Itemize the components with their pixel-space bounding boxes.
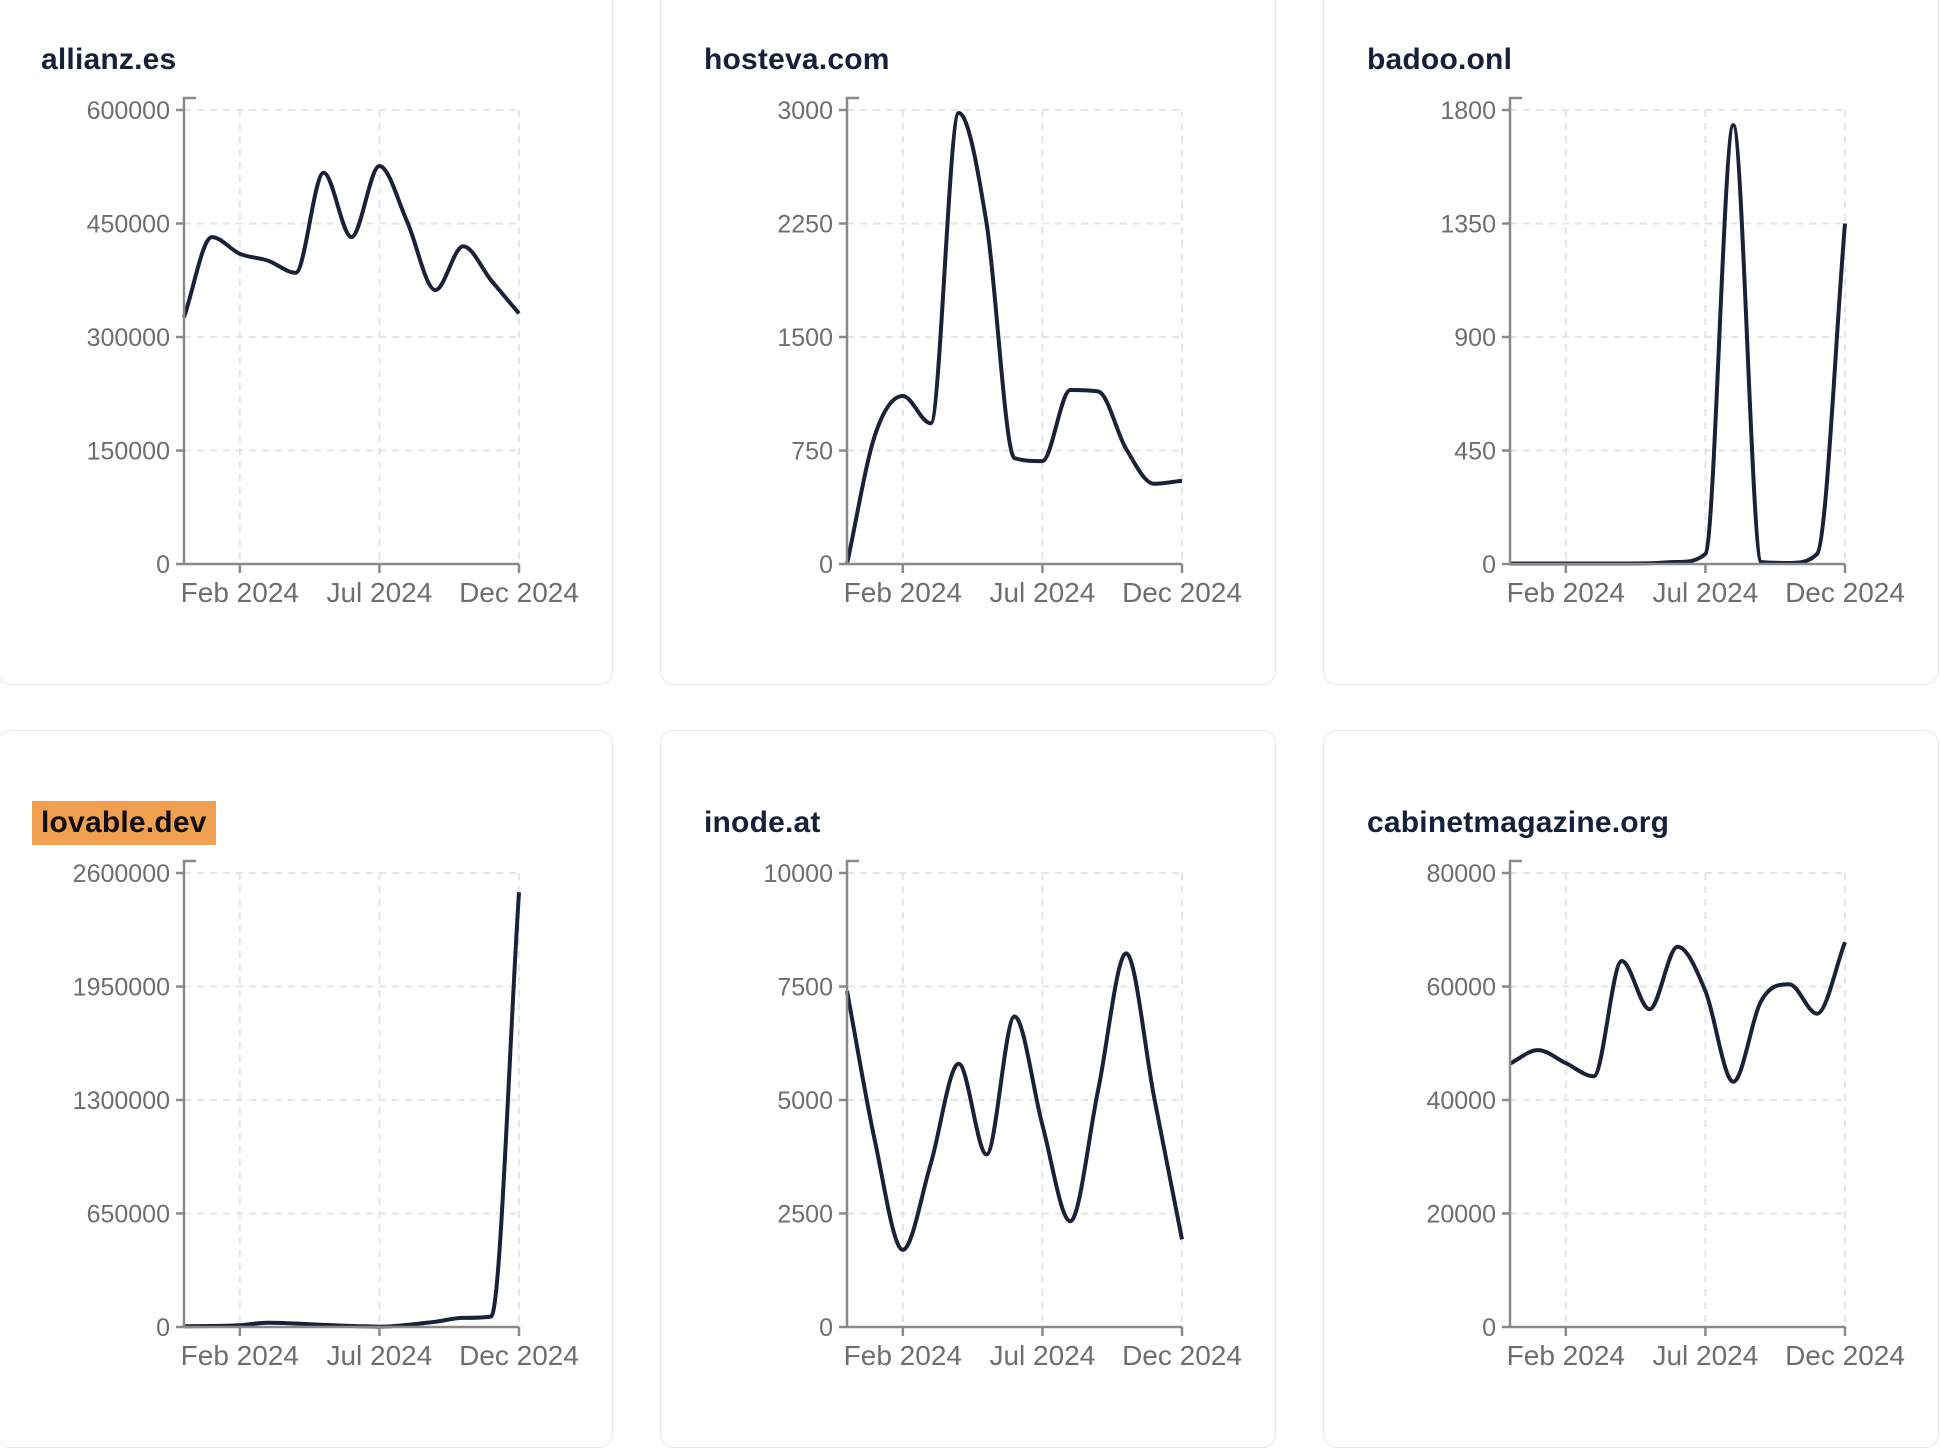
chart-title-highlighted: lovable.dev [32,800,216,845]
y-tick-label: 1950000 [73,974,170,1002]
y-tick-label: 1500 [777,324,833,352]
chart-title: badoo.onl [1367,42,1513,76]
y-tick-label: 650000 [87,1201,170,1229]
chart-card-inode-at: inode.at 0 2500 5000 7500 10000 Feb 2024 Jul 2… [660,730,1276,1448]
y-tick-label: 300000 [87,324,170,352]
y-tick-label: 60000 [1426,974,1496,1002]
x-tick-label: Jul 2024 [326,1340,432,1371]
y-tick-label: 900 [1454,324,1496,352]
x-tick-label: Dec 2024 [1122,577,1242,608]
y-axis [182,859,196,1327]
chart-title: inode.at [704,805,821,839]
x-tick-label: Jul 2024 [989,577,1095,608]
x-tick-label: Feb 2024 [1507,1340,1625,1371]
line-chart: 0 2500 5000 7500 10000 Feb 2024 Jul 2024 Dec 20… [763,859,1242,1371]
x-tick-label: Feb 2024 [181,577,299,608]
x-tick-label: Feb 2024 [844,577,962,608]
y-tick-label: 40000 [1426,1087,1496,1115]
y-tick-label: 7500 [777,974,833,1002]
y-tick-label: 0 [156,1314,170,1342]
y-tick-label: 5000 [777,1087,833,1115]
data-line [183,892,521,1329]
y-tick-label: 0 [1482,551,1496,579]
line-chart: 0 20000 40000 60000 80000 Feb 2024 Jul 2024 Dec… [1426,859,1905,1371]
x-tick-label: Jul 2024 [989,1340,1095,1371]
x-tick-label: Feb 2024 [844,1340,962,1371]
chart-card-badoo-onl: badoo.onl 0 450 900 1350 1800 Feb 2024 Jul 202… [1323,0,1939,685]
data-line [845,951,1184,1252]
y-tick-label: 750 [791,438,833,466]
x-tick-label: Feb 2024 [181,1340,299,1371]
y-axis [845,96,859,564]
line-chart: 0 750 1500 2250 3000 Feb 2024 Jul 2024 Dec 2024 [777,96,1242,608]
y-tick-label: 150000 [87,438,170,466]
data-line [182,164,521,318]
chart-card-lovable-dev: lovable.dev 0 650000 1300000 1950000 2600000… [0,730,613,1448]
x-tick-label: Dec 2024 [459,577,579,608]
line-chart: 0 650000 1300000 1950000 2600000 Feb 2024 Jul … [73,859,579,1371]
data-line [845,111,1183,565]
y-tick-label: 600000 [87,97,170,125]
x-tick-label: Dec 2024 [1785,577,1905,608]
line-chart: 0 450 900 1350 1800 Feb 2024 Jul 2024 Dec 2024 [1440,96,1905,608]
line-chart: 0 150000 300000 450000 600000 Feb 2024 Jul 202… [87,96,579,608]
y-axis [182,96,196,564]
y-tick-label: 450000 [87,211,170,239]
y-tick-label: 3000 [777,97,833,125]
y-tick-label: 80000 [1426,860,1496,888]
y-tick-label: 2500 [777,1201,833,1229]
y-tick-label: 0 [1482,1314,1496,1342]
x-tick-label: Jul 2024 [326,577,432,608]
chart-title: hosteva.com [704,42,890,76]
data-line [1509,123,1847,566]
y-tick-label: 1300000 [73,1087,170,1115]
x-tick-label: Dec 2024 [459,1340,579,1371]
chart-card-allianz-es: allianz.es 0 150000 300000 450000 600000 Feb … [0,0,613,685]
chart-title: allianz.es [41,42,177,76]
y-tick-label: 20000 [1426,1201,1496,1229]
y-tick-label: 0 [819,551,833,579]
data-line [1509,941,1847,1084]
y-tick-label: 1800 [1440,97,1496,125]
y-tick-label: 1350 [1440,211,1496,239]
chart-card-hosteva-com: hosteva.com 0 750 1500 2250 3000 Feb 2024 Jul … [660,0,1276,685]
y-axis [845,859,859,1327]
y-tick-label: 2600000 [73,860,170,888]
x-tick-label: Jul 2024 [1652,577,1758,608]
x-tick-label: Feb 2024 [1507,577,1625,608]
y-tick-label: 450 [1454,438,1496,466]
x-tick-label: Dec 2024 [1785,1340,1905,1371]
y-axis [1508,859,1522,1327]
x-tick-label: Jul 2024 [1652,1340,1758,1371]
y-tick-label: 0 [819,1314,833,1342]
chart-title: cabinetmagazine.org [1367,805,1670,839]
chart-card-cabinetmagazine-org: cabinetmagazine.org 0 20000 40000 60000 8000… [1323,730,1939,1448]
y-tick-label: 10000 [763,860,833,888]
y-axis [1508,96,1522,564]
y-tick-label: 0 [156,551,170,579]
y-tick-label: 2250 [777,211,833,239]
x-tick-label: Dec 2024 [1122,1340,1242,1371]
